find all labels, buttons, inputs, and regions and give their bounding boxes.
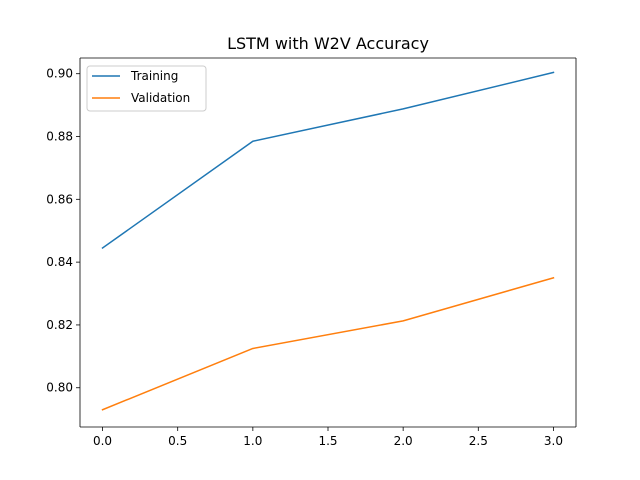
plot-background bbox=[80, 58, 576, 427]
y-tick-label-2: 0.84 bbox=[46, 255, 73, 269]
chart-title: LSTM with W2V Accuracy bbox=[227, 34, 429, 53]
legend: Training Validation bbox=[86, 65, 207, 112]
x-tick-label-6: 3.0 bbox=[544, 434, 563, 448]
legend-label-training: Training bbox=[130, 69, 178, 83]
x-tick-label-4: 2.0 bbox=[394, 434, 413, 448]
series-line-0 bbox=[101, 71, 555, 250]
y-tick-label-0: 0.80 bbox=[46, 381, 73, 395]
y-tick-label-4: 0.88 bbox=[46, 130, 73, 144]
y-tick-label-5: 0.90 bbox=[46, 67, 73, 81]
legend-box bbox=[86, 65, 207, 112]
legend-label-validation: Validation bbox=[131, 91, 190, 105]
x-tick-label-1: 0.5 bbox=[168, 434, 187, 448]
x-tick-label-3: 1.5 bbox=[318, 434, 337, 448]
x-tick-label-0: 0.0 bbox=[93, 434, 112, 448]
series-line-1 bbox=[101, 276, 555, 411]
y-tick-label-1: 0.82 bbox=[46, 318, 73, 332]
plot-area bbox=[80, 58, 576, 427]
axes: 0.0 0.5 1.0 1.5 2.0 2.5 3.0 0.80 0.82 0.84 0.86 0.8… bbox=[46, 57, 577, 448]
x-tick-label-5: 2.5 bbox=[469, 434, 488, 448]
x-tick-label-2: 1.0 bbox=[243, 434, 262, 448]
series-layer bbox=[101, 71, 555, 411]
y-tick-label-3: 0.86 bbox=[46, 192, 73, 206]
